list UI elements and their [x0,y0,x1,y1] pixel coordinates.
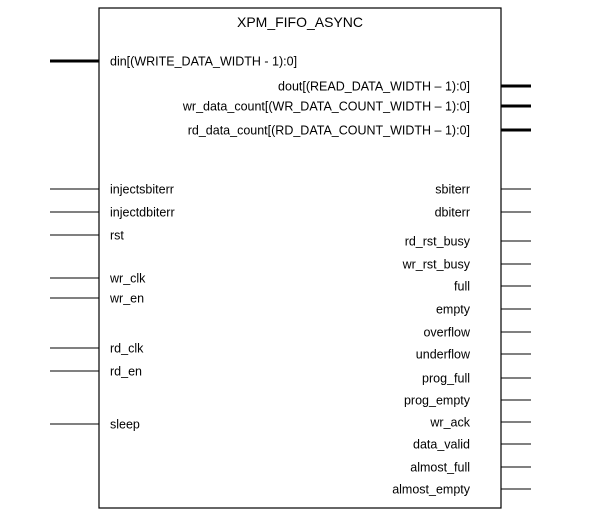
output-almost-full-label: almost_full [410,461,470,475]
input-injectdbiterr-label: injectdbiterr [110,206,175,220]
input-pins: din[(WRITE_DATA_WIDTH - 1):0] injectsbite… [50,55,297,432]
output-wr-rst-busy-label: wr_rst_busy [402,258,471,272]
output-pins: dout[(READ_DATA_WIDTH – 1):0] wr_data_cou… [182,80,531,497]
input-din-label: din[(WRITE_DATA_WIDTH - 1):0] [110,55,297,69]
output-full-label: full [454,280,470,294]
input-rd-en-label: rd_en [110,365,142,379]
input-sleep-label: sleep [110,418,140,432]
output-dbiterr-label: dbiterr [435,206,470,220]
output-rd-data-count-label: rd_data_count[(RD_DATA_COUNT_WIDTH – 1):… [188,124,470,138]
input-wr-clk-label: wr_clk [109,272,146,286]
output-almost-empty-label: almost_empty [392,483,471,497]
output-prog-full-label: prog_full [422,372,470,386]
output-data-valid-label: data_valid [413,438,470,452]
output-sbiterr-label: sbiterr [435,183,470,197]
output-prog-empty-label: prog_empty [404,394,471,408]
output-wr-data-count-label: wr_data_count[(WR_DATA_COUNT_WIDTH – 1):… [182,100,470,114]
output-dout-label: dout[(READ_DATA_WIDTH – 1):0] [278,80,470,94]
input-injectsbiterr-label: injectsbiterr [110,183,174,197]
fifo-block [98,7,502,509]
output-wr-ack-label: wr_ack [429,416,470,430]
output-underflow-label: underflow [416,348,471,362]
input-wr-en-label: wr_en [109,292,144,306]
output-rd-rst-busy-label: rd_rst_busy [405,235,471,249]
output-overflow-label: overflow [423,326,471,340]
input-rd-clk-label: rd_clk [110,342,144,356]
input-rst-label: rst [110,229,124,243]
block-title: XPM_FIFO_ASYNC [237,14,363,30]
output-empty-label: empty [436,303,471,317]
